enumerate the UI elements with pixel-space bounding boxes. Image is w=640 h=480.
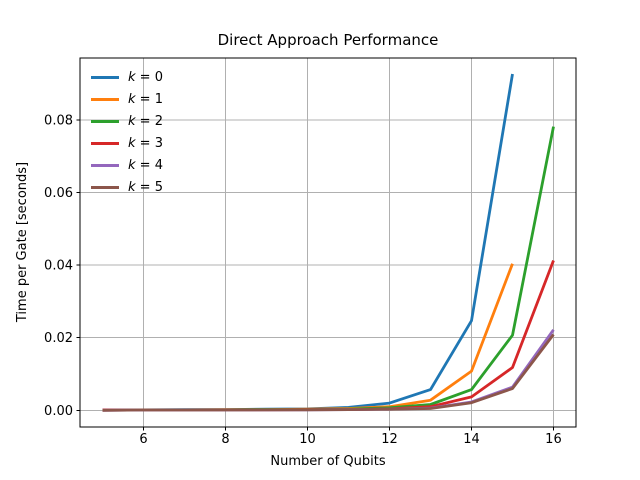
y-tick-label: 0.06 [44, 186, 73, 201]
legend-label: k = 4 [128, 157, 163, 173]
legend-line-swatch [91, 97, 119, 101]
legend-label: k = 1 [128, 91, 163, 107]
legend-label: k = 5 [128, 179, 163, 195]
x-tick-label: 6 [139, 432, 147, 447]
legend-line-swatch [91, 185, 119, 189]
chart-title: Direct Approach Performance [217, 31, 439, 49]
legend-item: k = 4 [91, 154, 163, 176]
y-tick-label: 0.04 [44, 259, 73, 274]
y-tick-label: 0.00 [44, 404, 73, 419]
legend: k = 0 k = 1 k = 2 k = 3 k = 4 k = 5 [91, 66, 163, 198]
x-tick-label: 12 [381, 432, 398, 447]
legend-label: k = 2 [128, 113, 163, 129]
x-tick-label: 16 [545, 432, 562, 447]
legend-label: k = 3 [128, 135, 163, 151]
x-tick-label: 8 [221, 432, 229, 447]
y-tick-label: 0.02 [44, 331, 73, 346]
axes-spines [79, 57, 577, 428]
legend-line-swatch [91, 163, 119, 167]
x-axis-label: Number of Qubits [270, 454, 386, 469]
series-line [102, 126, 555, 412]
y-tick-label: 0.08 [44, 114, 73, 129]
legend-line-swatch [91, 75, 119, 79]
x-tick-label: 14 [463, 432, 480, 447]
series-line [102, 333, 555, 412]
legend-label: k = 0 [128, 69, 163, 85]
legend-item: k = 0 [91, 66, 163, 88]
legend-item: k = 2 [91, 110, 163, 132]
legend-item: k = 3 [91, 132, 163, 154]
legend-item: k = 5 [91, 176, 163, 198]
legend-line-swatch [91, 141, 119, 145]
legend-line-swatch [91, 119, 119, 123]
legend-item: k = 1 [91, 88, 163, 110]
x-tick-label: 10 [299, 432, 316, 447]
